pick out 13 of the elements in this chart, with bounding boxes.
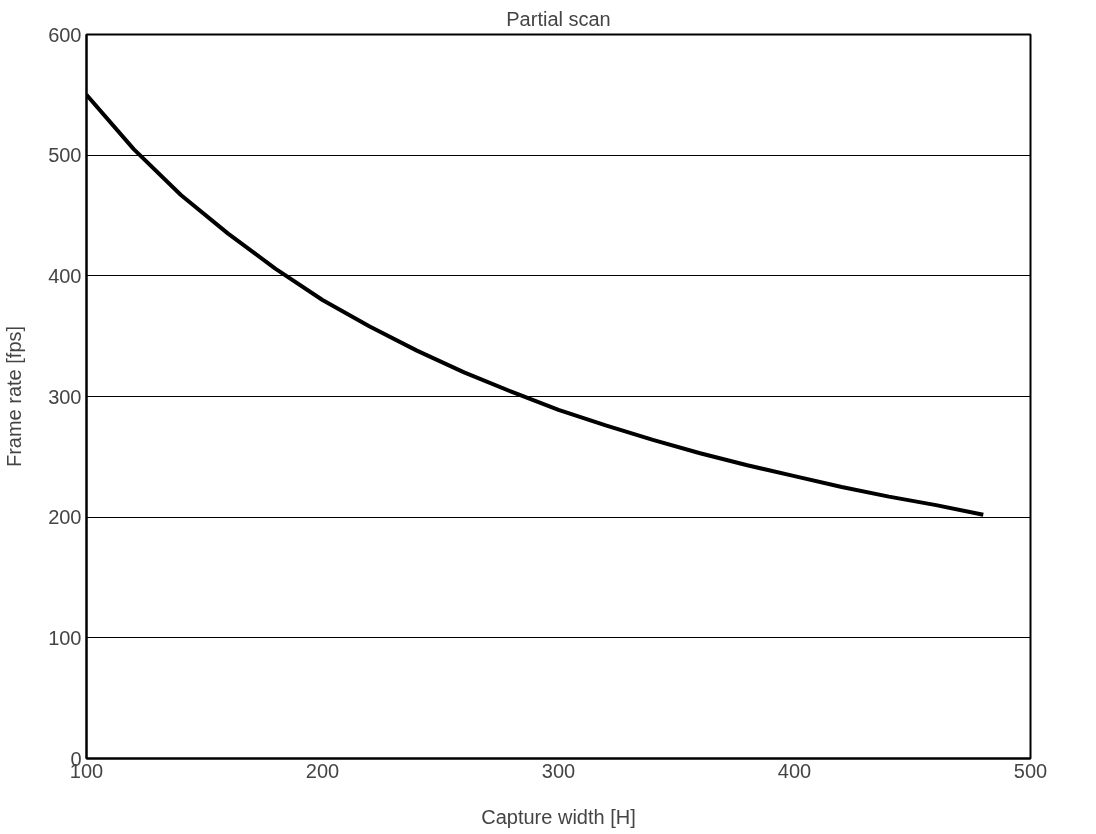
y-tick-label: 500 [48, 144, 82, 167]
x-tick-label: 300 [541, 759, 576, 782]
y-tick-label: 200 [48, 506, 82, 529]
y-tick-label: 400 [48, 264, 82, 287]
y-tick-label: 600 [48, 23, 82, 46]
x-axis-title: Capture width [H] [481, 805, 636, 828]
chart-title: Partial scan [506, 7, 611, 30]
y-axis-title: Frame rate [fps] [3, 325, 26, 468]
y-tick-label: 100 [48, 626, 82, 649]
x-tick-label: 200 [305, 759, 340, 782]
y-tick-label: 300 [48, 385, 82, 408]
x-tick-label: 400 [777, 759, 812, 782]
x-tick-label: 500 [1013, 759, 1048, 782]
